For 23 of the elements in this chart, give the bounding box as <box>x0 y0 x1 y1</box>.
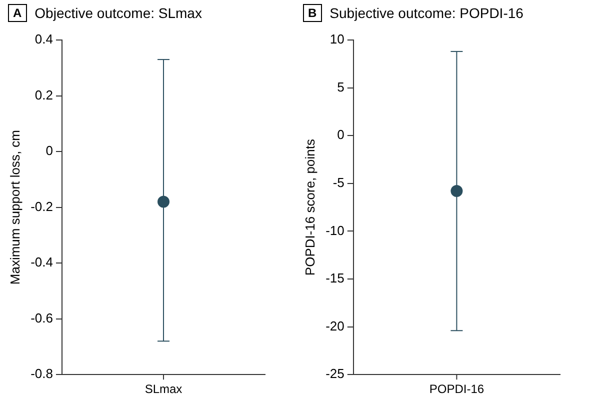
y-tick-label: -15 <box>326 270 344 286</box>
text: A <box>8 4 27 22</box>
y-tick-label: -0.2 <box>30 198 53 214</box>
y-axis-title: POPDI-16 score, points <box>302 138 318 276</box>
chart-title: Subjective outcome: POPDI-16 <box>330 5 524 21</box>
chart-title: Objective outcome: SLmax <box>34 5 202 21</box>
y-tick-label: 0.4 <box>34 32 53 47</box>
y-tick-label: 0 <box>337 127 344 142</box>
y-tick-label: 10 <box>330 32 344 47</box>
y-tick-label: -20 <box>326 318 344 334</box>
y-tick-label: -25 <box>326 366 344 382</box>
y-tick-label: 0.2 <box>34 87 53 102</box>
y-tick-label: -0.6 <box>30 310 53 326</box>
y-tick-label: -0.4 <box>30 254 53 270</box>
x-tick-label: SLmax <box>144 382 182 396</box>
y-axis-title: Maximum support loss, cm <box>7 130 22 285</box>
y-tick-label: 5 <box>337 79 344 94</box>
text: B <box>303 4 322 22</box>
y-tick-label: 0 <box>46 143 53 158</box>
y-tick-label: -0.8 <box>30 366 53 382</box>
y-tick-label: -5 <box>332 174 344 190</box>
y-tick-label: -10 <box>326 222 344 238</box>
x-tick-label: POPDI-16 <box>429 382 484 396</box>
